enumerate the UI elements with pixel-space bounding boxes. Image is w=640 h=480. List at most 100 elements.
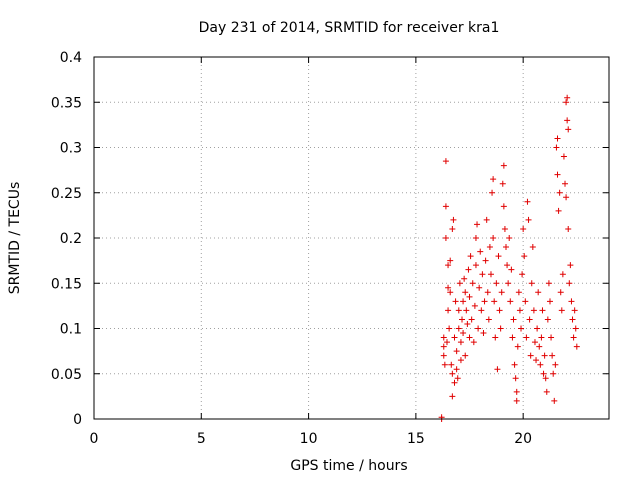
y-tick-label: 0.4 — [60, 50, 82, 66]
data-point — [452, 298, 459, 305]
data-point — [531, 339, 538, 346]
data-point — [500, 162, 507, 169]
data-point — [556, 189, 563, 196]
data-point — [530, 307, 537, 314]
data-point — [460, 330, 467, 337]
data-point — [441, 361, 448, 368]
data-point — [522, 298, 529, 305]
data-point — [554, 135, 561, 142]
data-point — [449, 370, 456, 377]
y-tick-label: 0.1 — [60, 322, 82, 338]
chart-title: Day 231 of 2014, SRMTID for receiver kra… — [199, 20, 500, 36]
y-tick-label: 0.35 — [51, 95, 82, 111]
data-point — [442, 235, 449, 241]
data-point — [538, 334, 545, 341]
data-point — [535, 289, 542, 296]
data-point — [456, 280, 463, 287]
data-point — [524, 198, 531, 205]
data-point — [490, 176, 497, 183]
data-point — [571, 307, 578, 314]
data-point — [560, 153, 567, 160]
data-point — [451, 379, 458, 386]
data-point — [471, 302, 478, 309]
data-point — [500, 203, 507, 210]
data-point — [448, 361, 455, 368]
data-point — [545, 280, 552, 287]
data-point — [501, 225, 508, 232]
data-point — [550, 370, 557, 377]
data-point — [565, 225, 572, 232]
data-point — [494, 366, 501, 373]
data-point — [569, 316, 576, 323]
data-point — [440, 343, 447, 350]
data-point — [505, 280, 512, 287]
data-point — [460, 298, 467, 305]
data-point — [493, 280, 500, 287]
data-point — [466, 293, 473, 300]
data-point — [450, 216, 457, 223]
data-point — [498, 289, 505, 296]
data-point — [521, 253, 528, 260]
data-point — [563, 99, 570, 106]
data-point — [534, 325, 541, 332]
data-point — [464, 320, 471, 327]
data-point — [453, 366, 460, 373]
data-point — [537, 361, 544, 368]
data-point — [455, 325, 462, 332]
data-point — [529, 244, 536, 251]
data-point — [445, 307, 452, 314]
data-point — [504, 262, 511, 269]
x-axis-label: GPS time / hours — [290, 458, 407, 474]
data-point — [525, 216, 532, 223]
data-point — [512, 375, 519, 382]
data-points — [438, 94, 580, 422]
x-tick-label: 0 — [90, 431, 99, 447]
data-point — [516, 307, 523, 314]
data-point — [559, 271, 566, 278]
data-point — [544, 316, 551, 323]
data-point — [443, 339, 450, 346]
data-point — [445, 284, 452, 291]
data-point — [485, 316, 492, 323]
data-point — [568, 298, 575, 305]
data-point — [526, 316, 533, 323]
data-point — [449, 393, 456, 400]
axis-ticks: 0 5 10 15 20 0 0.05 0.1 0.15 0.2 0.25 0.3 0.35 0.4 — [51, 50, 609, 447]
data-point — [543, 388, 550, 395]
data-point — [570, 334, 577, 341]
data-point — [447, 257, 454, 264]
data-point — [562, 180, 569, 187]
data-point — [533, 357, 540, 364]
data-point — [563, 194, 570, 201]
data-point — [536, 343, 543, 350]
data-point — [440, 352, 447, 359]
data-point — [446, 325, 453, 332]
data-point — [542, 375, 549, 382]
data-point — [508, 266, 515, 273]
data-point — [527, 352, 534, 359]
data-point — [549, 352, 556, 359]
data-point — [483, 216, 490, 223]
data-point — [467, 253, 474, 260]
data-point — [453, 348, 460, 355]
grid — [94, 57, 609, 419]
y-tick-label: 0.15 — [51, 276, 82, 292]
data-point — [557, 289, 564, 296]
data-point — [495, 253, 502, 260]
data-point — [554, 171, 561, 178]
data-point — [469, 280, 476, 287]
data-point — [459, 316, 466, 323]
y-tick-label: 0.25 — [51, 186, 82, 202]
data-point — [462, 289, 469, 296]
data-point — [566, 280, 573, 287]
data-point — [567, 262, 574, 269]
data-point — [489, 189, 496, 196]
data-point — [539, 307, 546, 314]
data-point — [514, 343, 521, 350]
data-point — [553, 144, 560, 151]
data-point — [462, 352, 469, 359]
data-point — [548, 334, 555, 341]
data-point — [513, 397, 520, 404]
y-tick-label: 0 — [73, 412, 82, 428]
